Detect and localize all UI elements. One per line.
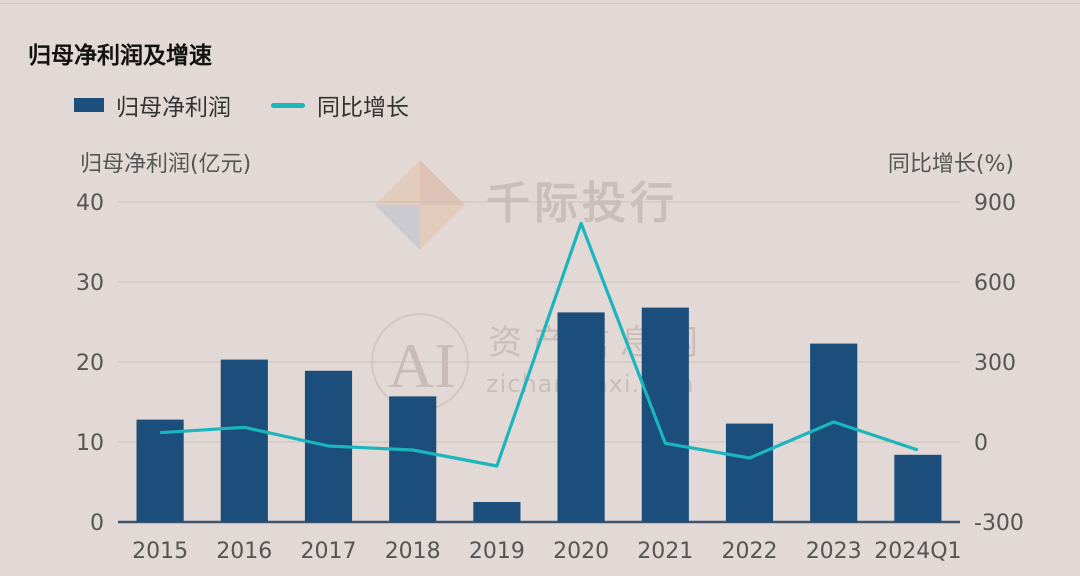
- bar: [220, 359, 268, 522]
- x-tick-label: 2024Q1: [874, 539, 961, 564]
- y-left-tick-label: 40: [76, 191, 104, 216]
- top-divider: [0, 3, 1080, 4]
- bar: [136, 419, 184, 522]
- x-tick-label: 2018: [385, 539, 441, 564]
- y-right-tick-label: 300: [974, 351, 1016, 376]
- line-series: [159, 221, 919, 468]
- x-tick-label: 2023: [806, 539, 862, 564]
- bar-series: [136, 307, 942, 522]
- x-tick-label: 2021: [637, 539, 693, 564]
- x-tick-label: 2020: [553, 539, 609, 564]
- y-left-tick-label: 30: [76, 271, 104, 296]
- y-axis-right-title: 同比增长(%): [887, 152, 1014, 177]
- bar: [557, 312, 605, 522]
- x-axis-ticks: 2015 2016 2017 2018 2019 2020 2021 2022 2023 2024…: [132, 539, 961, 564]
- bar: [389, 396, 437, 522]
- x-tick-label: 2015: [132, 539, 188, 564]
- legend-swatch-line: [271, 102, 305, 108]
- y-left-tick-label: 10: [76, 431, 104, 456]
- line-path: [159, 221, 919, 468]
- bar: [725, 423, 774, 522]
- x-tick-label: 2019: [469, 539, 525, 564]
- y-axis-right-ticks: -300 0 300 600 900: [974, 191, 1024, 536]
- chart-title: 归母净利润及增速: [28, 43, 212, 69]
- legend-item-bar: 归母净利润: [74, 88, 231, 122]
- y-axis-left-ticks: 0 10 20 30 40: [76, 191, 104, 536]
- legend-swatch-bar: [74, 98, 104, 112]
- y-axis-left-title: 归母净利润(亿元): [80, 152, 252, 177]
- y-right-tick-label: 0: [974, 431, 988, 456]
- bar: [473, 502, 521, 522]
- x-tick-label: 2022: [722, 539, 778, 564]
- x-tick-label: 2017: [301, 539, 357, 564]
- y-right-tick-label: 900: [974, 191, 1016, 216]
- y-right-tick-label: 600: [974, 271, 1016, 296]
- y-right-tick-label: -300: [974, 511, 1024, 536]
- bar: [894, 454, 942, 522]
- legend: 归母净利润 同比增长: [74, 88, 449, 122]
- x-tick-label: 2016: [216, 539, 272, 564]
- legend-item-line: 同比增长: [271, 88, 409, 122]
- bar: [810, 343, 858, 522]
- y-left-tick-label: 20: [76, 351, 104, 376]
- y-left-tick-label: 0: [90, 511, 104, 536]
- legend-label-bar: 归母净利润: [116, 95, 231, 121]
- legend-label-line: 同比增长: [317, 95, 409, 121]
- bar: [641, 307, 689, 522]
